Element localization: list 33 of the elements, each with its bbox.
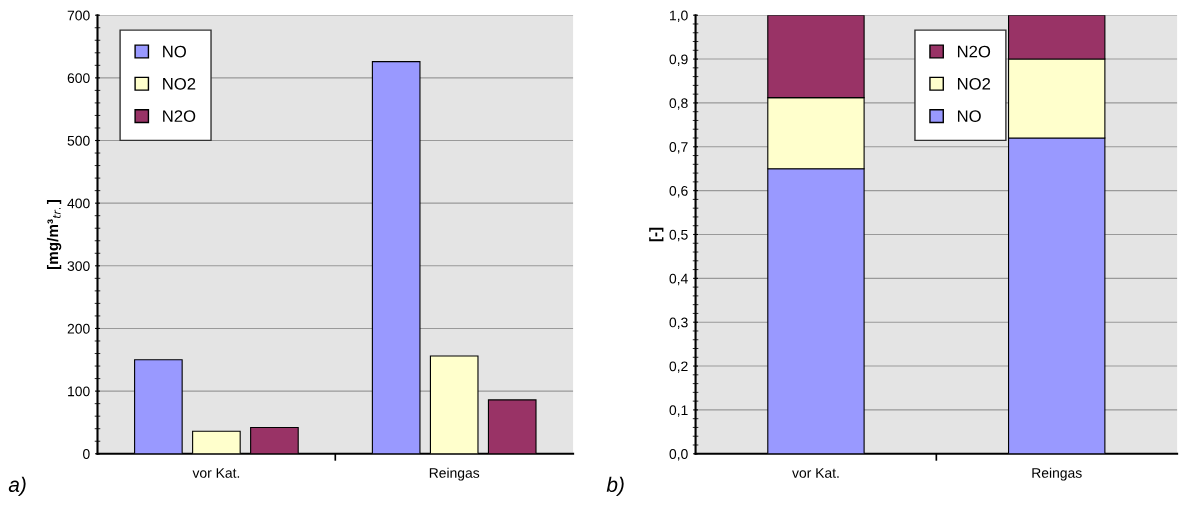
x-tick-label: Reingas — [429, 467, 480, 481]
legend-label: NO — [957, 110, 981, 123]
text: b) — [606, 476, 624, 497]
y-tick-label: 0,2 — [669, 361, 688, 373]
y-axis-title: [mg/m³$_{tr.}$] — [46, 200, 62, 269]
y-tick-label: 1,0 — [670, 10, 688, 23]
y-tick-label: 0,9 — [669, 54, 688, 66]
y-tick-label: 100 — [68, 386, 90, 397]
y-tick-label: 600 — [67, 73, 90, 84]
x-tick-label: vor Kat. — [192, 468, 240, 478]
y-tick-label: 0 — [83, 449, 90, 459]
y-tick-label: 500 — [67, 135, 90, 146]
legend-label: N2O — [957, 45, 991, 58]
y-tick-label: 400 — [67, 198, 90, 209]
y-tick-label: 0,6 — [669, 185, 688, 198]
y-tick-label: 0,1 — [669, 405, 688, 417]
y-tick-label: 0,8 — [669, 98, 688, 110]
y-tick-label: 0,7 — [669, 142, 688, 154]
y-tick-label: 700 — [67, 10, 90, 21]
y-tick-label: 300 — [67, 261, 90, 271]
text: a) — [8, 476, 26, 497]
legend-label: N2O — [163, 110, 196, 123]
legend-label: NO — [163, 45, 186, 58]
y-tick-label: 0,5 — [669, 229, 688, 242]
legend-label: NO2 — [163, 77, 196, 90]
y-tick-label: 200 — [67, 323, 90, 334]
legend-label: NO2 — [957, 77, 991, 90]
y-tick-label: 0,0 — [669, 449, 688, 461]
y-tick-label: 0,4 — [669, 273, 688, 286]
x-tick-label: Reingas — [1032, 467, 1082, 481]
y-tick-label: 0,3 — [669, 317, 688, 330]
x-tick-label: vor Kat. — [792, 468, 839, 478]
y-axis-title: [-] — [649, 227, 664, 242]
